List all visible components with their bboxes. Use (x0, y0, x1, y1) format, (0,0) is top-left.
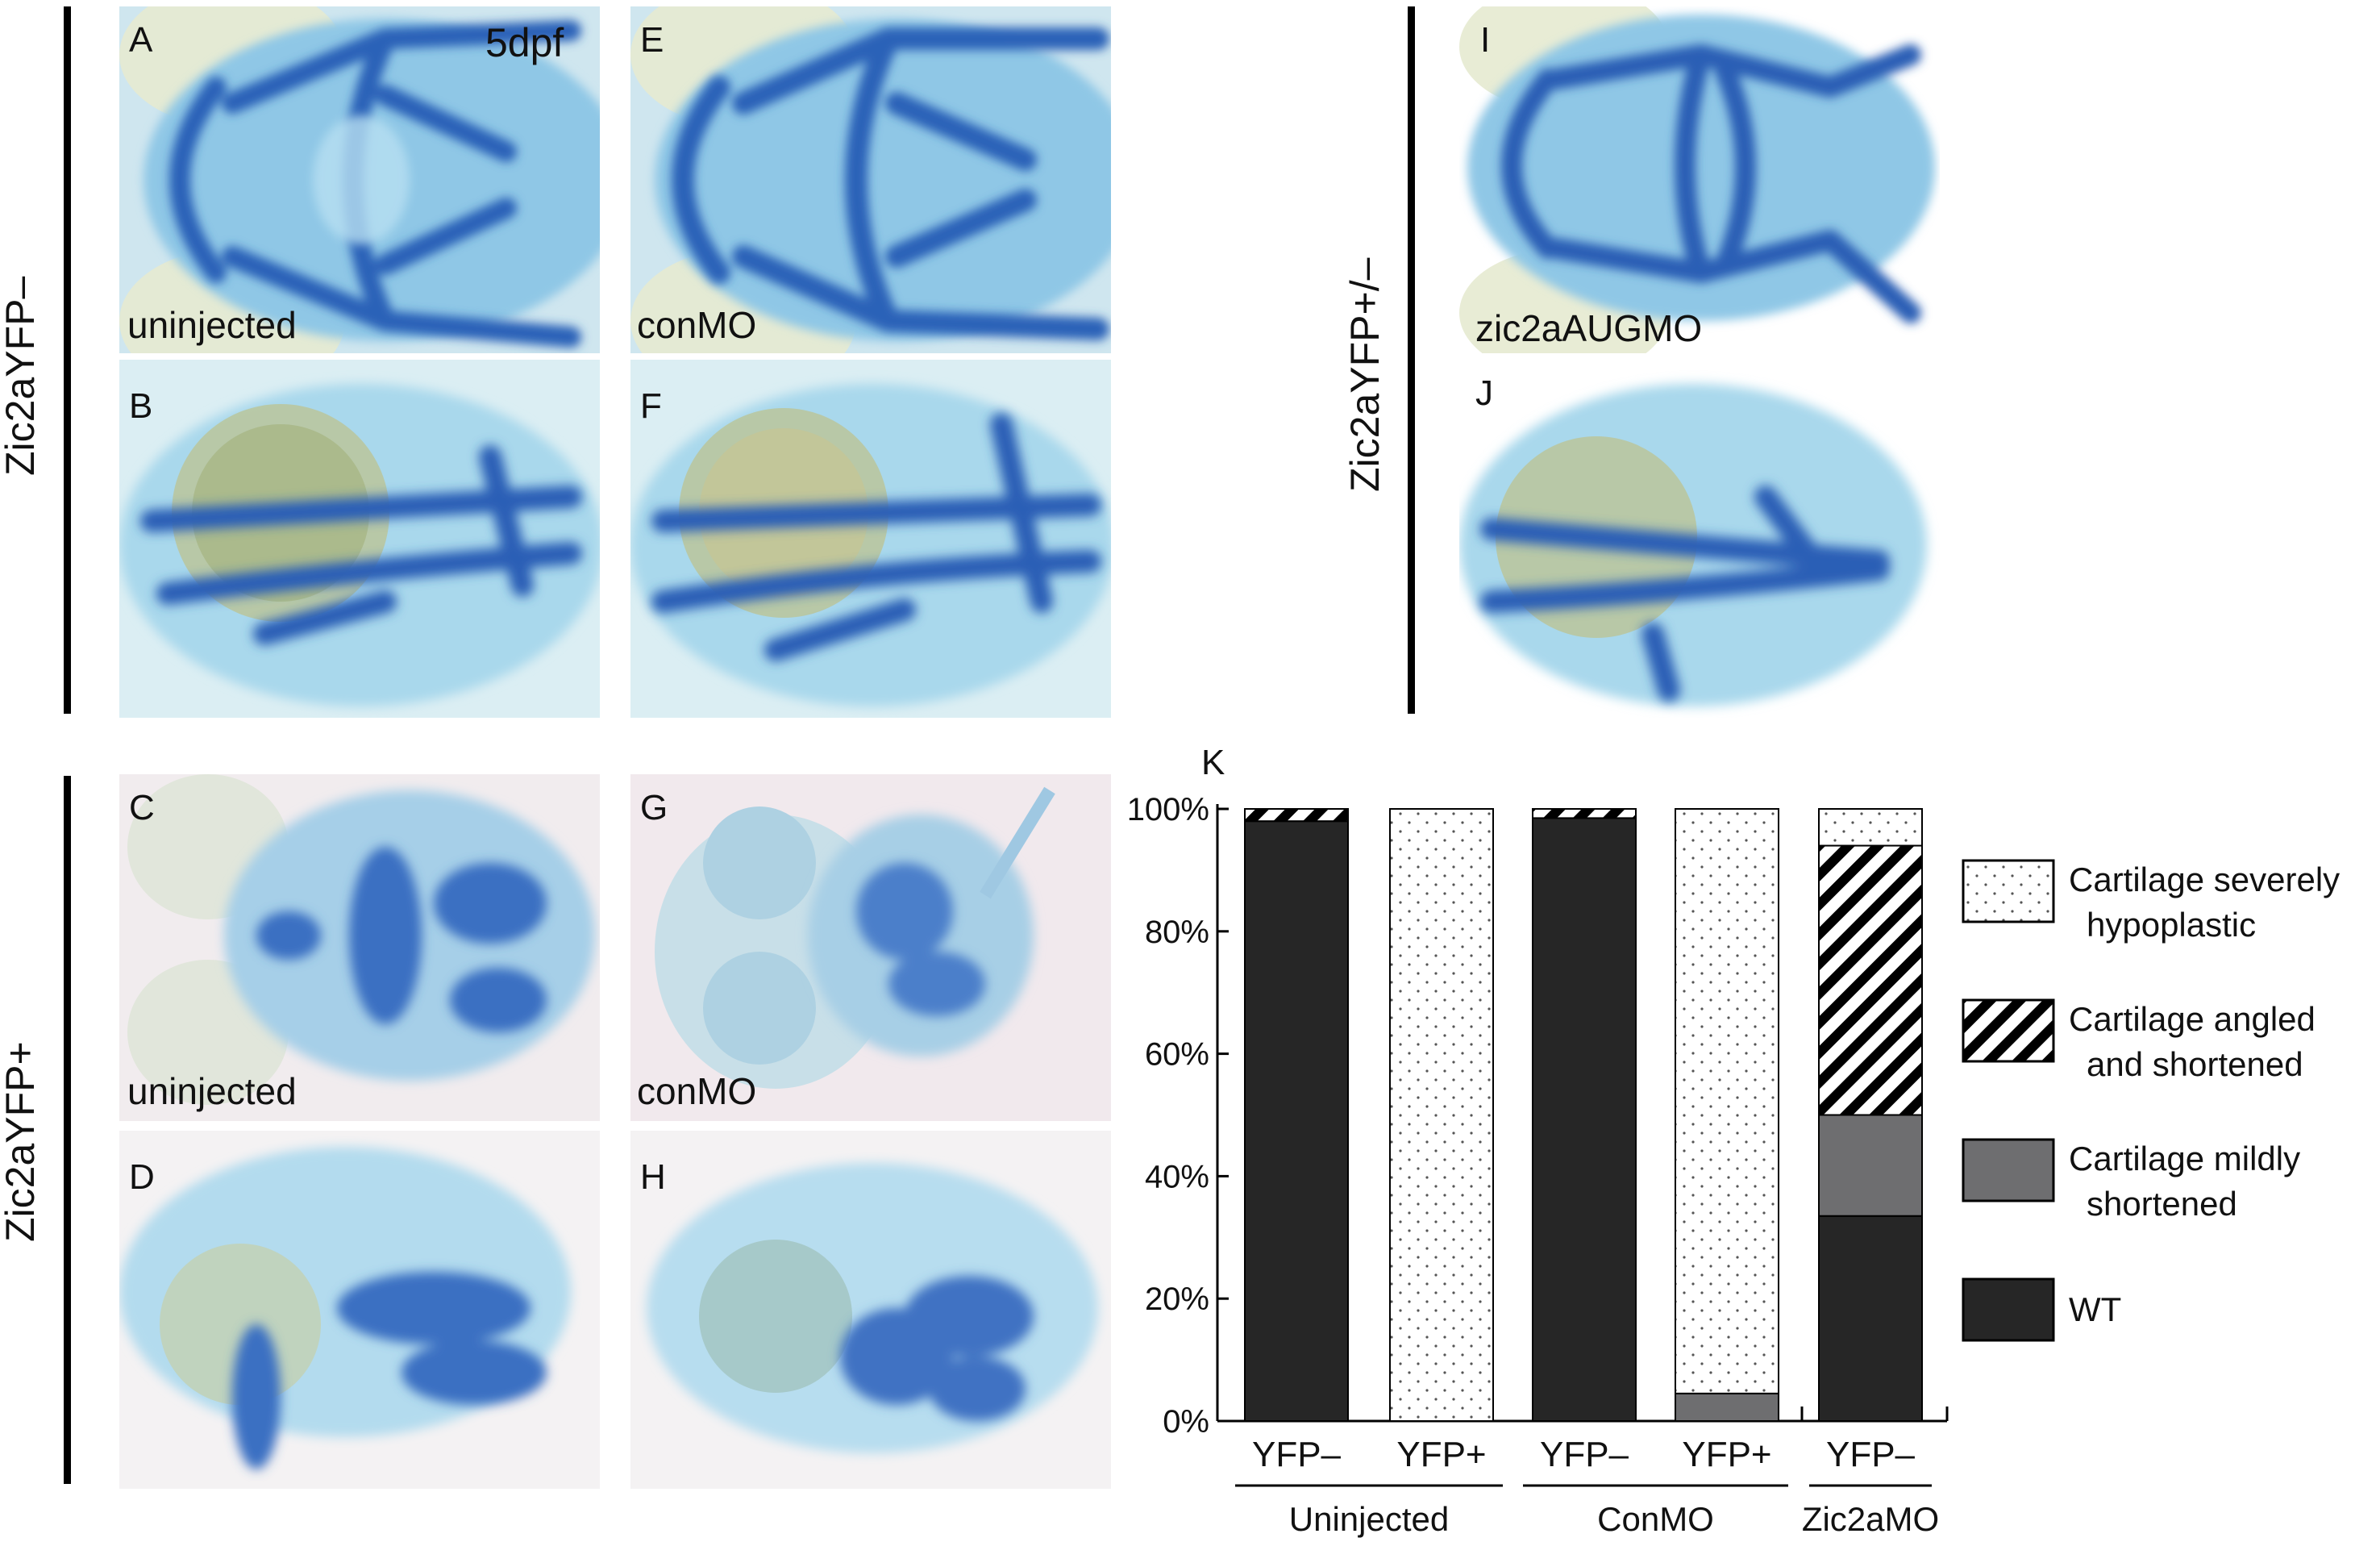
bar-segment-cartilage-severely-hypoplastic (1389, 808, 1494, 1422)
panel-caption-e: conMO (637, 304, 757, 346)
panel-letter-e: E (640, 20, 664, 60)
group-label: Zic2aMO (1802, 1500, 1939, 1538)
legend-label: hypoplastic (2087, 906, 2256, 944)
panel-letter-c: C (129, 788, 155, 827)
row-label-top: Zic2aYFP– (0, 276, 43, 476)
group-bar-bottom-left (64, 776, 71, 1484)
panel-f-image (630, 360, 1111, 718)
group-bar-top-left (64, 6, 71, 714)
panel-h-image (630, 1131, 1111, 1489)
legend-label: shortened (2087, 1185, 2237, 1223)
bar-segment-cartilage-angled-and-shortened (1818, 844, 1923, 1116)
group-label: Uninjected (1289, 1500, 1449, 1538)
panel-letter-h: H (640, 1157, 666, 1197)
panel-letter-g: G (640, 788, 668, 827)
panel-i-image (1459, 6, 1940, 353)
x-tick-label: YFP– (1826, 1435, 1916, 1474)
panel-g-image (630, 774, 1111, 1121)
panel-letter-d: D (129, 1157, 155, 1197)
panel-b-image (119, 360, 600, 718)
panel-caption-c: uninjected (127, 1070, 297, 1112)
y-tick-label: 40% (1145, 1159, 1209, 1194)
row-label-bottom: Zic2aYFP+ (0, 1041, 43, 1242)
y-tick-label: 0% (1163, 1404, 1209, 1440)
x-tick-label: YFP– (1540, 1435, 1629, 1474)
bar-segment-cartilage-mildly-shortened (1818, 1114, 1923, 1217)
bar-segment-wt (1818, 1215, 1923, 1422)
y-tick-label: 100% (1127, 792, 1209, 827)
stage-label: 5dpf (485, 20, 564, 65)
x-tick-label: YFP+ (1682, 1435, 1771, 1474)
bar-segment-cartilage-severely-hypoplastic (1675, 808, 1779, 1394)
legend-label: WT (2069, 1290, 2121, 1328)
legend-swatch (1962, 1277, 2055, 1342)
panel-caption-a: uninjected (127, 304, 297, 346)
legend-swatch (1962, 998, 2055, 1063)
panel-letter-i: I (1480, 20, 1491, 60)
panel-caption-i: zic2aAUGMO (1475, 307, 1703, 349)
legend-swatch (1962, 859, 2055, 923)
legend-label: and shortened (2087, 1045, 2303, 1083)
row-label-right: Zic2aYFP+/– (1342, 257, 1388, 492)
legend-label: Cartilage severely (2069, 861, 2340, 898)
legend-label: Cartilage angled (2069, 1000, 2316, 1038)
legend-swatch (1962, 1138, 2055, 1202)
bar-segment-cartilage-mildly-shortened (1675, 1392, 1779, 1422)
stacked-bar-chart: 0% 20% 40% 60% 80% 100% YFP– YFP+ YFP– YFP+ YFP– U… (1127, 792, 2340, 1538)
x-tick-label: YFP+ (1396, 1435, 1486, 1474)
group-label: ConMO (1597, 1500, 1714, 1538)
panel-c-image (119, 774, 600, 1121)
bar-segment-wt (1244, 820, 1349, 1423)
y-tick-label: 60% (1145, 1037, 1209, 1073)
panel-letter-f: F (640, 386, 662, 426)
panel-letter-b: B (129, 386, 153, 426)
panel-j-image (1459, 360, 1940, 718)
panel-a-image (119, 6, 600, 353)
panel-letter-j: J (1475, 373, 1493, 413)
x-tick-label: YFP– (1252, 1435, 1342, 1474)
panel-letter-a: A (129, 20, 153, 60)
legend-label: Cartilage mildly (2069, 1140, 2300, 1177)
chart-letter: K (1201, 743, 1225, 782)
group-bar-right (1408, 6, 1415, 714)
bar-segment-cartilage-angled-and-shortened (1244, 808, 1349, 823)
panel-caption-g: conMO (637, 1070, 757, 1112)
y-tick-label: 80% (1145, 915, 1209, 950)
panel-d-image (119, 1131, 600, 1489)
y-tick-label: 20% (1145, 1282, 1209, 1317)
bar-segment-cartilage-angled-and-shortened (1532, 808, 1637, 819)
panel-e-image (630, 6, 1111, 353)
bar-segment-cartilage-severely-hypoplastic (1818, 808, 1923, 847)
bar-segment-wt (1532, 817, 1637, 1422)
